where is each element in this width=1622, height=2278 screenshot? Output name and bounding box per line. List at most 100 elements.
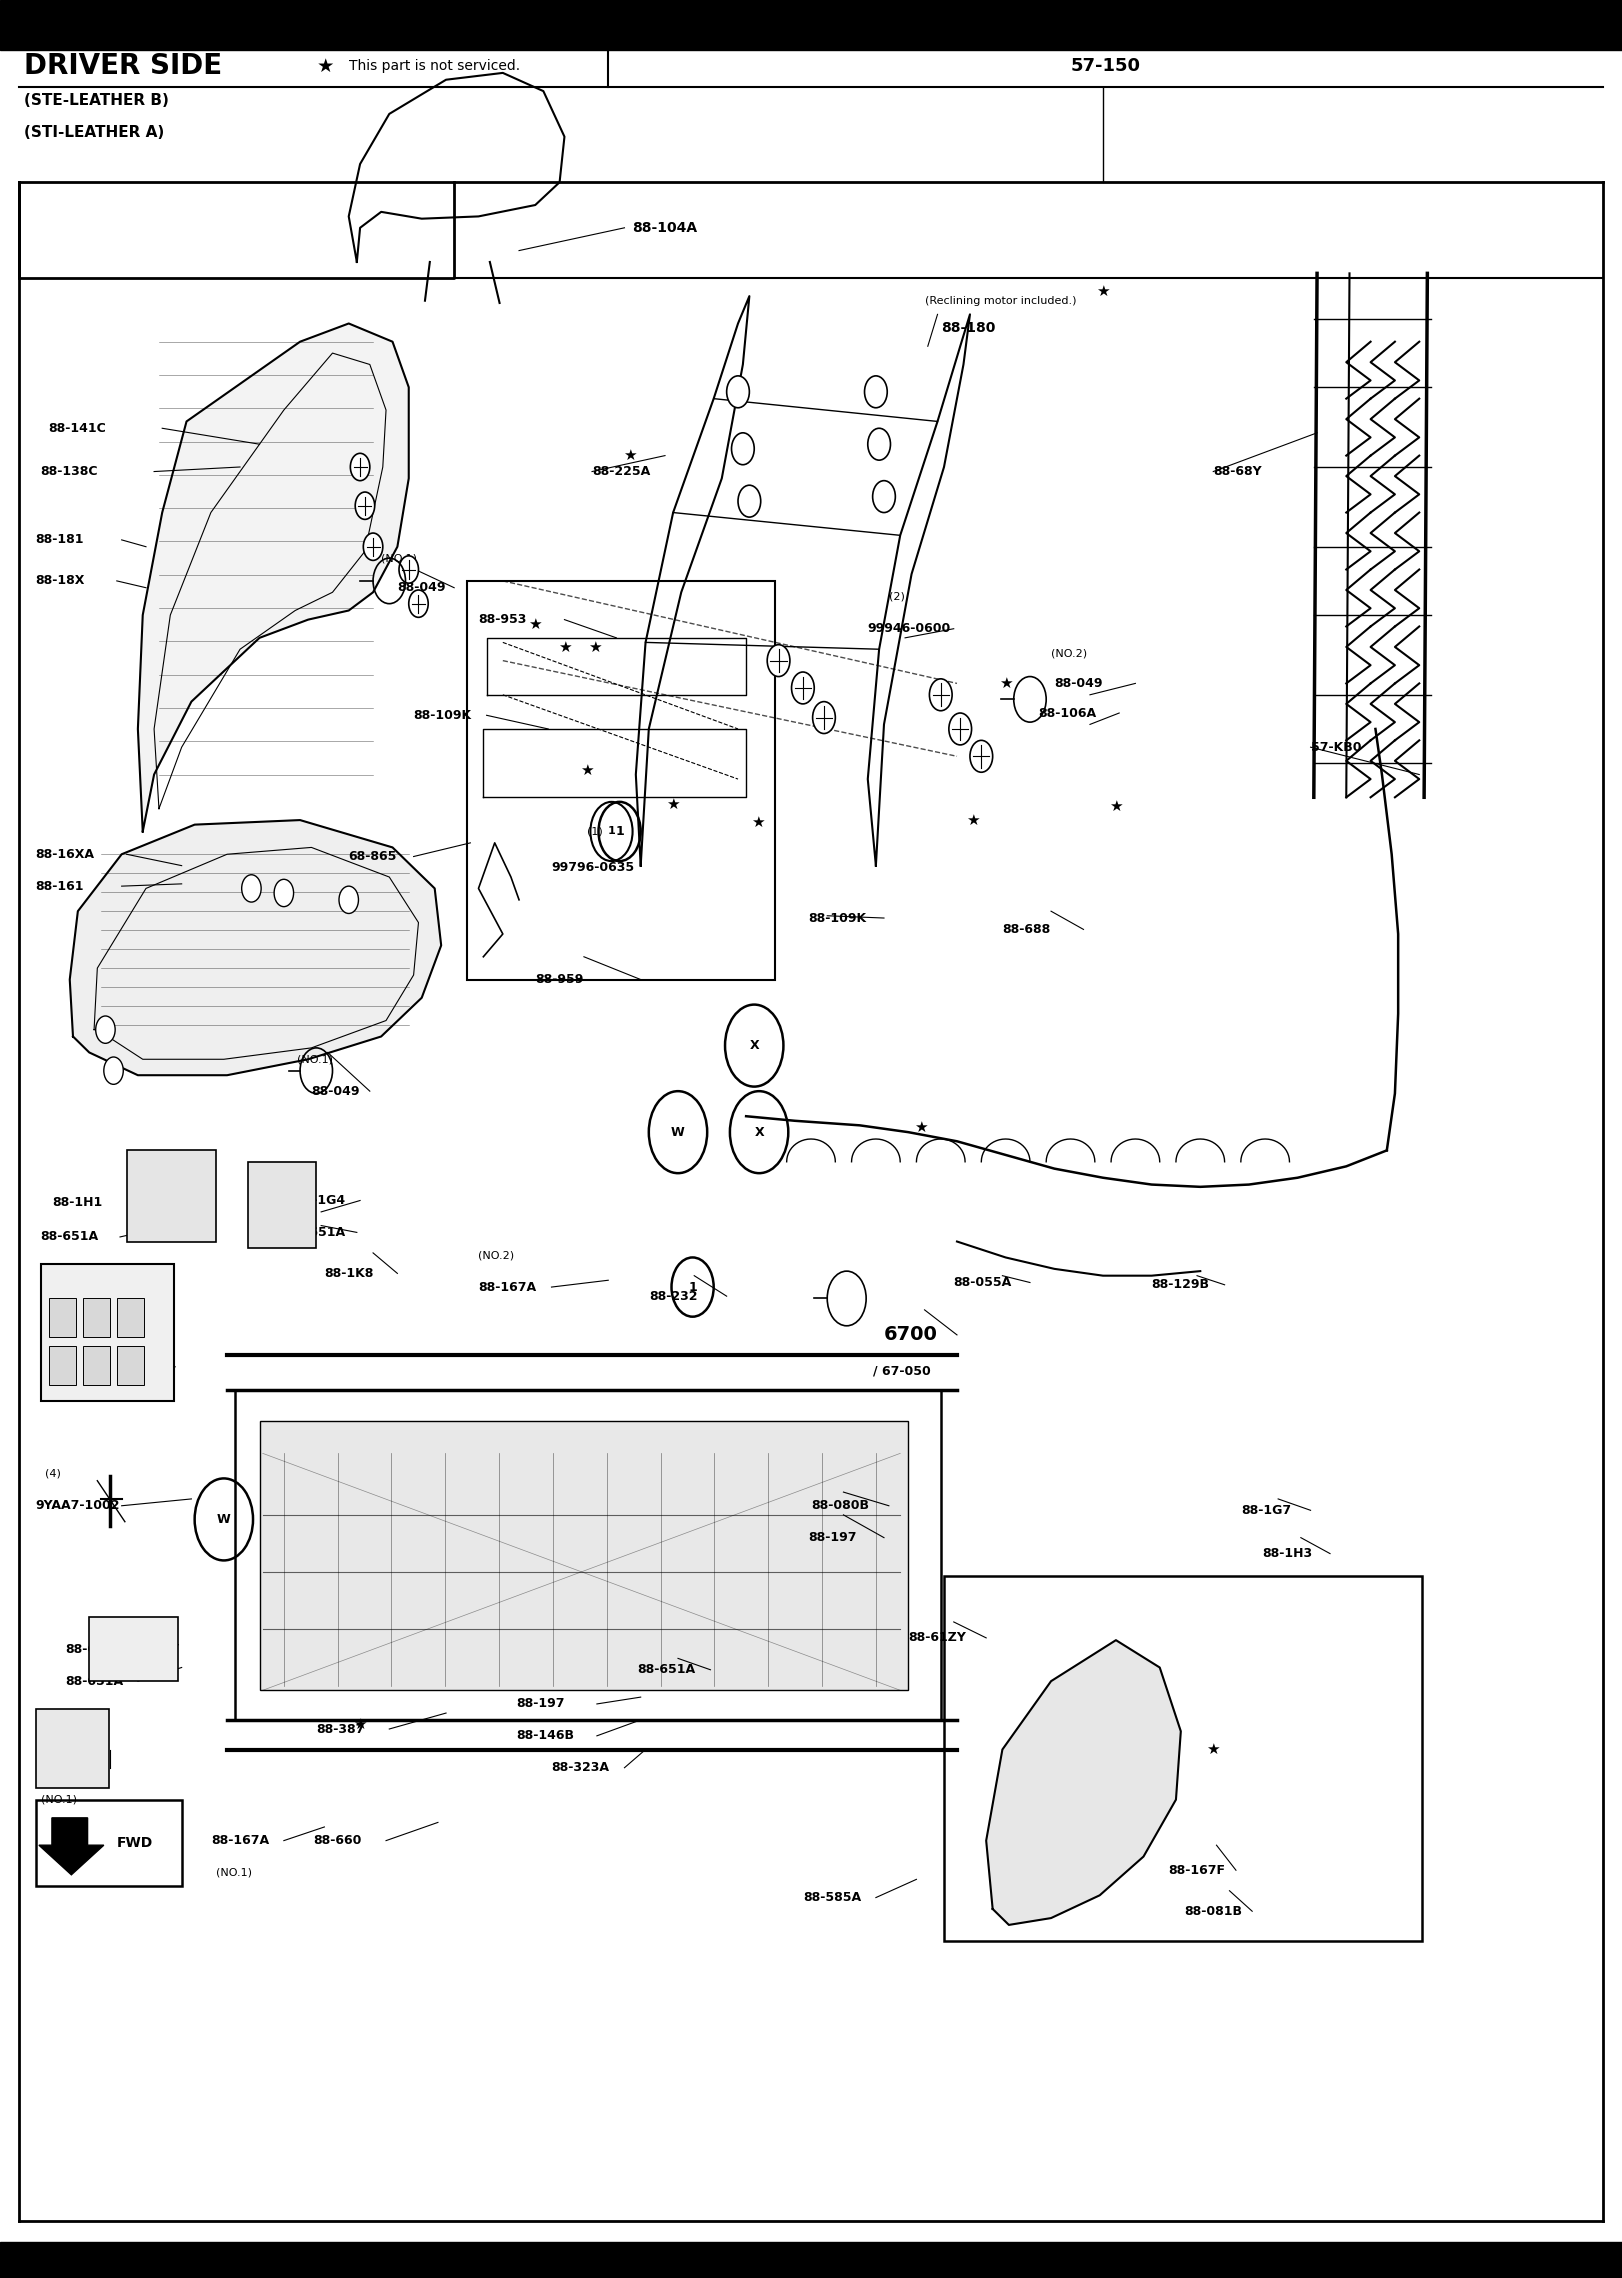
Circle shape xyxy=(355,492,375,519)
Text: (STE-LEATHER B): (STE-LEATHER B) xyxy=(24,93,169,107)
Text: 88-651A: 88-651A xyxy=(637,1663,696,1677)
Text: 99796-0635: 99796-0635 xyxy=(551,861,634,875)
Circle shape xyxy=(96,1016,115,1043)
Circle shape xyxy=(732,433,754,465)
Text: (NO.2): (NO.2) xyxy=(1051,649,1087,658)
Text: 88-141C: 88-141C xyxy=(49,421,107,435)
Text: ★: ★ xyxy=(558,640,571,654)
Text: ★: ★ xyxy=(751,816,764,829)
Text: ★: ★ xyxy=(529,617,542,631)
Circle shape xyxy=(409,590,428,617)
Text: (NO.1): (NO.1) xyxy=(297,1055,333,1064)
Circle shape xyxy=(868,428,890,460)
Text: 88-197: 88-197 xyxy=(516,1697,564,1711)
Bar xyxy=(41,1264,174,1401)
Text: ★: ★ xyxy=(1109,800,1122,813)
Circle shape xyxy=(929,679,952,711)
Text: 88-953: 88-953 xyxy=(478,613,527,626)
Text: (1): (1) xyxy=(587,827,603,836)
Text: 88-18X: 88-18X xyxy=(36,574,84,588)
Polygon shape xyxy=(138,323,409,831)
Text: ★: ★ xyxy=(667,797,680,811)
Bar xyxy=(0,0,1622,50)
Text: (4): (4) xyxy=(45,1469,62,1478)
Bar xyxy=(83,1298,110,1337)
Text: 88-232: 88-232 xyxy=(649,1289,697,1303)
Text: 88-323A: 88-323A xyxy=(551,1761,610,1775)
Text: (STI-LEATHER A): (STI-LEATHER A) xyxy=(24,125,164,139)
Circle shape xyxy=(242,875,261,902)
Circle shape xyxy=(949,713,972,745)
Text: 88-109K: 88-109K xyxy=(414,708,472,722)
Text: 1: 1 xyxy=(608,827,615,836)
Polygon shape xyxy=(70,820,441,1075)
Text: 57-920A: 57-920A xyxy=(52,1367,110,1380)
Bar xyxy=(49,1346,76,1385)
Text: 57-KB0: 57-KB0 xyxy=(1311,740,1361,754)
Text: / 67-050: / 67-050 xyxy=(873,1365,931,1378)
Text: (2): (2) xyxy=(889,592,905,601)
Circle shape xyxy=(363,533,383,560)
Text: ★: ★ xyxy=(589,640,602,654)
Text: 88-959: 88-959 xyxy=(535,973,584,986)
Text: 88-081B: 88-081B xyxy=(1184,1904,1242,1918)
Text: (NO.2): (NO.2) xyxy=(478,1251,514,1260)
Bar xyxy=(117,1298,144,1337)
Text: 88-225A: 88-225A xyxy=(592,465,650,478)
Text: 88-1H1: 88-1H1 xyxy=(52,1196,102,1210)
Text: 88-585A: 88-585A xyxy=(803,1891,861,1904)
Circle shape xyxy=(865,376,887,408)
Text: ★: ★ xyxy=(1096,285,1109,298)
Circle shape xyxy=(738,485,761,517)
Bar xyxy=(89,1617,178,1681)
Text: 88-197: 88-197 xyxy=(808,1531,856,1544)
Polygon shape xyxy=(39,1818,104,1875)
Text: 88-180: 88-180 xyxy=(941,321,996,335)
Text: 99946-0600: 99946-0600 xyxy=(868,622,950,636)
Text: This part is not serviced.: This part is not serviced. xyxy=(349,59,521,73)
Bar xyxy=(83,1346,110,1385)
Bar xyxy=(117,1346,144,1385)
Text: 1: 1 xyxy=(688,1280,697,1294)
Text: 88-688: 88-688 xyxy=(1002,923,1051,936)
Text: 88-049: 88-049 xyxy=(311,1084,360,1098)
Text: 88-660: 88-660 xyxy=(313,1834,362,1847)
Text: 88-049: 88-049 xyxy=(1054,677,1103,690)
Text: 88-080B: 88-080B xyxy=(811,1499,869,1513)
Text: 88-146B: 88-146B xyxy=(516,1729,574,1743)
Bar xyxy=(235,1390,941,1720)
Bar xyxy=(49,1298,76,1337)
Bar xyxy=(127,1150,216,1242)
Polygon shape xyxy=(986,1640,1181,1925)
Bar xyxy=(248,1162,316,1248)
Circle shape xyxy=(399,556,418,583)
Text: 88-104A: 88-104A xyxy=(633,221,697,235)
Text: 88-109K: 88-109K xyxy=(808,911,866,925)
Text: FWD: FWD xyxy=(117,1836,152,1850)
Text: W: W xyxy=(672,1125,684,1139)
Text: (Reclining motor included.): (Reclining motor included.) xyxy=(925,296,1075,305)
Text: 88-1G4: 88-1G4 xyxy=(295,1194,345,1207)
Text: ★: ★ xyxy=(967,813,980,827)
Text: 88-106A: 88-106A xyxy=(1038,706,1096,720)
Text: ★: ★ xyxy=(623,449,636,462)
Text: (NO.1): (NO.1) xyxy=(216,1868,251,1877)
Bar xyxy=(467,581,775,980)
Text: 68-865: 68-865 xyxy=(349,850,397,863)
Text: 88-16XA: 88-16XA xyxy=(36,847,94,861)
Text: ★: ★ xyxy=(316,57,334,75)
Text: 88-055A: 88-055A xyxy=(954,1276,1012,1289)
Text: 88-167A: 88-167A xyxy=(211,1834,269,1847)
Text: 88-161: 88-161 xyxy=(36,879,84,893)
Text: DRIVER SIDE: DRIVER SIDE xyxy=(24,52,222,80)
Text: 6700: 6700 xyxy=(884,1326,938,1344)
Text: 88-1G7: 88-1G7 xyxy=(1241,1503,1291,1517)
Text: 88-167F: 88-167F xyxy=(1168,1863,1225,1877)
Bar xyxy=(0,2242,1622,2278)
Text: ★: ★ xyxy=(1207,1743,1220,1756)
Circle shape xyxy=(970,740,993,772)
Text: 88-68Y: 88-68Y xyxy=(1213,465,1262,478)
Circle shape xyxy=(339,886,358,913)
Text: 88-387: 88-387 xyxy=(316,1722,365,1736)
Text: 57-150: 57-150 xyxy=(1071,57,1140,75)
